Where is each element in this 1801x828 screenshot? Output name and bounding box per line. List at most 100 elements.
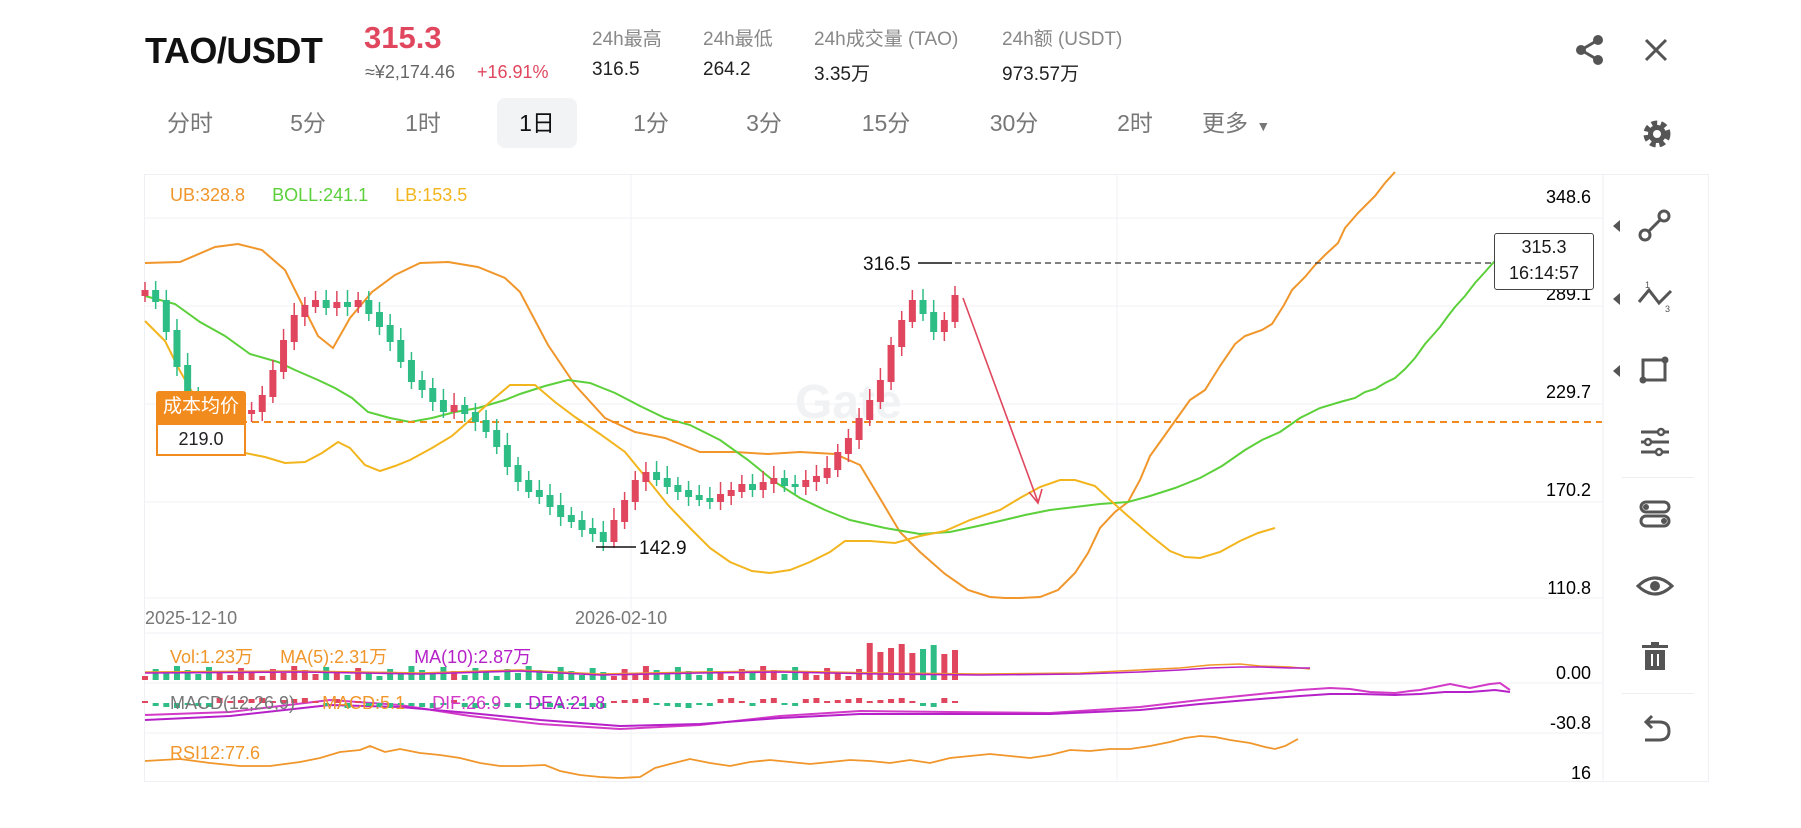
tab-1d[interactable]: 1日	[497, 98, 577, 148]
volume-bar	[920, 649, 927, 680]
candle-body	[940, 320, 948, 332]
macd-bar	[642, 698, 649, 703]
share-icon[interactable]	[1572, 32, 1608, 68]
undo-icon[interactable]	[1633, 708, 1677, 752]
candle-body	[738, 484, 746, 492]
volume-bar	[142, 676, 148, 680]
caret-left-icon[interactable]	[1613, 293, 1620, 305]
volume-bar	[301, 670, 308, 680]
macd-bar	[248, 699, 255, 703]
candle-body	[173, 330, 181, 367]
candle-body	[375, 312, 383, 327]
candle-body	[599, 532, 607, 542]
toggle-icon[interactable]	[1633, 492, 1677, 536]
volume-bar	[323, 667, 330, 680]
candle-body	[525, 480, 533, 492]
stat-label: 24h额 (USDT)	[1002, 29, 1123, 50]
volume-legend: Vol:1.23万 MA(5):2.31万 MA(10):2.87万	[170, 643, 531, 669]
tab-2h[interactable]: 2时	[1117, 110, 1153, 136]
candle-body	[823, 468, 831, 478]
current-price-value: 315.3	[1521, 237, 1567, 257]
stat-24h-volume: 24h成交量 (TAO) 3.35万	[814, 24, 958, 86]
macd-bar	[770, 698, 777, 703]
volume-bar	[184, 670, 191, 680]
macd-bar	[578, 703, 585, 706]
macd-bar	[610, 701, 617, 703]
volume-bar	[216, 671, 223, 680]
tab-time-share[interactable]: 分时	[167, 110, 213, 136]
cny-price: ≈¥2,174.46	[365, 62, 455, 82]
volume-bar	[397, 673, 404, 680]
rectangle-icon[interactable]	[1633, 348, 1677, 392]
tab-1m[interactable]: 1分	[633, 110, 669, 136]
volume-bar	[493, 676, 500, 680]
vol-legend: Vol:1.23万	[170, 647, 254, 667]
candle-body	[546, 495, 554, 507]
lb-line	[144, 320, 1276, 575]
x-axis-label: 2025-12-10	[145, 608, 237, 628]
macd-bar	[408, 703, 415, 706]
volume-bar	[195, 674, 202, 680]
macd-bar	[877, 700, 884, 703]
volume-bar	[568, 671, 575, 680]
current-price-time: 16:14:57	[1508, 263, 1580, 283]
stat-24h-high: 24h最高 316.5	[592, 24, 662, 81]
macd-bar	[227, 701, 234, 703]
gear-icon[interactable]	[1637, 114, 1677, 154]
macd-bar	[653, 703, 660, 705]
macd-params: MACD(12,26,9)	[170, 693, 296, 713]
candle-body	[770, 478, 778, 484]
x-axis-label: 2026-02-10	[575, 608, 667, 628]
candle-body	[759, 482, 767, 490]
candle-body	[493, 430, 501, 447]
volume-bar	[419, 670, 426, 680]
candle-body	[717, 494, 725, 502]
macd-bar	[344, 703, 351, 708]
macd-bar	[525, 703, 532, 705]
volume-bar	[770, 670, 777, 680]
macd-bar	[451, 700, 458, 703]
candle-body	[152, 290, 160, 302]
close-icon[interactable]	[1638, 32, 1674, 68]
rsi-legend: RSI12:77.6	[170, 743, 261, 763]
chart-area[interactable]	[144, 174, 1709, 782]
candle-body	[248, 410, 256, 414]
tab-1h[interactable]: 1时	[405, 110, 441, 136]
volume-bar	[930, 645, 937, 680]
volume-bar	[813, 675, 820, 680]
tab-5m[interactable]: 5分	[290, 110, 326, 136]
candle-body	[344, 302, 351, 307]
tab-more[interactable]: 更多 ▼	[1202, 98, 1288, 148]
tab-3m[interactable]: 3分	[746, 110, 782, 136]
boll-legend: BOLL:241.1	[272, 185, 369, 205]
caret-left-icon[interactable]	[1613, 365, 1620, 377]
stat-24h-amount: 24h额 (USDT) 973.57万	[1002, 24, 1122, 86]
caret-left-icon[interactable]	[1613, 220, 1620, 232]
vol-ma10-legend: MA(10):2.87万	[414, 647, 532, 667]
trendline-icon[interactable]	[1633, 204, 1677, 248]
macd-histogram	[142, 698, 958, 708]
macd-bar	[674, 703, 681, 707]
volume-bar	[834, 672, 841, 680]
volume-bar	[547, 674, 553, 680]
macd-bar	[419, 703, 426, 707]
candle-body	[184, 365, 192, 397]
candle-body	[610, 520, 618, 542]
tab-30m[interactable]: 30分	[989, 110, 1039, 136]
candle-body	[333, 302, 341, 308]
macd-bar	[301, 698, 308, 703]
sliders-icon[interactable]	[1633, 420, 1677, 464]
volume-bar	[941, 654, 948, 680]
candle-body	[866, 400, 874, 420]
arrow-head	[1028, 488, 1043, 505]
dea-value: DEA:21.8	[528, 693, 606, 713]
drawn-arrow[interactable]	[962, 297, 1039, 503]
tab-15m[interactable]: 15分	[861, 110, 911, 136]
macd-bar	[568, 703, 575, 705]
macd-bar	[749, 703, 756, 706]
macd-bar	[621, 700, 628, 703]
trash-icon[interactable]	[1633, 636, 1677, 680]
macd-bar	[941, 698, 948, 703]
eye-icon[interactable]	[1633, 564, 1677, 608]
